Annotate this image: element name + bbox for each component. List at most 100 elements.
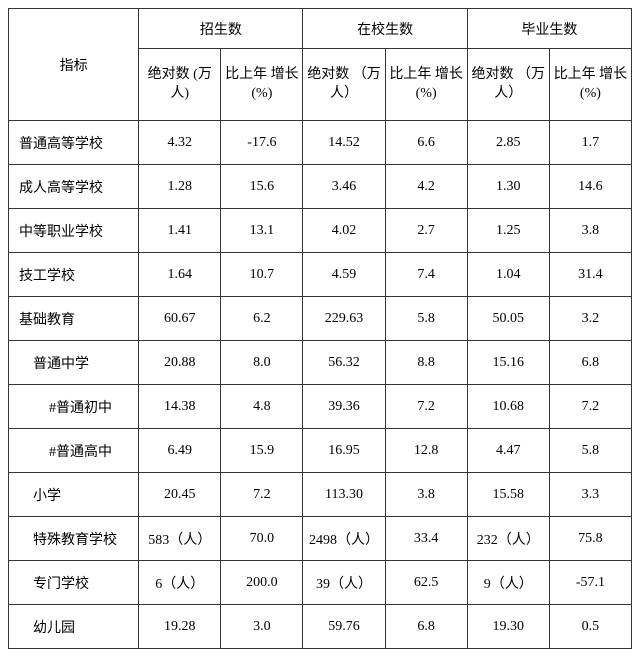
header-sub-abs: 绝对数 (万人)	[139, 49, 221, 121]
cell-value: 4.59	[303, 253, 385, 297]
cell-value: 10.68	[467, 385, 549, 429]
row-label: 中等职业学校	[9, 209, 139, 253]
row-label: #普通高中	[9, 429, 139, 473]
cell-value: 200.0	[221, 561, 303, 605]
cell-value: 59.76	[303, 605, 385, 649]
cell-value: 4.8	[221, 385, 303, 429]
cell-value: -17.6	[221, 121, 303, 165]
cell-value: 3.2	[549, 297, 631, 341]
cell-value: 1.41	[139, 209, 221, 253]
cell-value: 0.5	[549, 605, 631, 649]
row-label: 幼儿园	[9, 605, 139, 649]
cell-value: 3.8	[549, 209, 631, 253]
cell-value: 13.1	[221, 209, 303, 253]
cell-value: 1.64	[139, 253, 221, 297]
table-row: #普通初中14.384.839.367.210.687.2	[9, 385, 632, 429]
cell-value: 7.2	[385, 385, 467, 429]
cell-value: 2.7	[385, 209, 467, 253]
cell-value: 70.0	[221, 517, 303, 561]
header-group-graduates: 毕业生数	[467, 9, 631, 49]
cell-value: 10.7	[221, 253, 303, 297]
cell-value: 12.8	[385, 429, 467, 473]
cell-value: 62.5	[385, 561, 467, 605]
table-row: 基础教育60.676.2229.635.850.053.2	[9, 297, 632, 341]
cell-value: -57.1	[549, 561, 631, 605]
header-sub-abs: 绝对数 （万人）	[303, 49, 385, 121]
cell-value: 33.4	[385, 517, 467, 561]
table-row: 技工学校1.6410.74.597.41.0431.4	[9, 253, 632, 297]
header-sub-abs: 绝对数 （万人）	[467, 49, 549, 121]
table-row: #普通高中6.4915.916.9512.84.475.8	[9, 429, 632, 473]
cell-value: 14.6	[549, 165, 631, 209]
cell-value: 4.2	[385, 165, 467, 209]
cell-value: 1.28	[139, 165, 221, 209]
row-label: 小学	[9, 473, 139, 517]
header-sub-growth: 比上年 增长(%)	[385, 49, 467, 121]
cell-value: 56.32	[303, 341, 385, 385]
row-label: 普通中学	[9, 341, 139, 385]
cell-value: 232（人）	[467, 517, 549, 561]
cell-value: 15.6	[221, 165, 303, 209]
header-sub-growth: 比上年 增长 (%)	[549, 49, 631, 121]
cell-value: 2.85	[467, 121, 549, 165]
row-label: 基础教育	[9, 297, 139, 341]
cell-value: 19.30	[467, 605, 549, 649]
cell-value: 6.6	[385, 121, 467, 165]
row-label: 成人高等学校	[9, 165, 139, 209]
cell-value: 75.8	[549, 517, 631, 561]
table-row: 中等职业学校1.4113.14.022.71.253.8	[9, 209, 632, 253]
cell-value: 229.63	[303, 297, 385, 341]
cell-value: 1.04	[467, 253, 549, 297]
cell-value: 1.7	[549, 121, 631, 165]
cell-value: 20.45	[139, 473, 221, 517]
cell-value: 6.8	[549, 341, 631, 385]
cell-value: 39.36	[303, 385, 385, 429]
cell-value: 14.38	[139, 385, 221, 429]
table-row: 幼儿园19.283.059.766.819.300.5	[9, 605, 632, 649]
cell-value: 4.47	[467, 429, 549, 473]
cell-value: 50.05	[467, 297, 549, 341]
cell-value: 3.3	[549, 473, 631, 517]
cell-value: 6.49	[139, 429, 221, 473]
header-indicator: 指标	[9, 9, 139, 121]
cell-value: 8.8	[385, 341, 467, 385]
cell-value: 6.2	[221, 297, 303, 341]
cell-value: 4.32	[139, 121, 221, 165]
cell-value: 7.2	[221, 473, 303, 517]
cell-value: 19.28	[139, 605, 221, 649]
table-body: 普通高等学校4.32-17.614.526.62.851.7成人高等学校1.28…	[9, 121, 632, 649]
header-group-students: 在校生数	[303, 9, 467, 49]
cell-value: 31.4	[549, 253, 631, 297]
table-row: 普通中学20.888.056.328.815.166.8	[9, 341, 632, 385]
cell-value: 14.52	[303, 121, 385, 165]
cell-value: 39（人）	[303, 561, 385, 605]
row-label: 特殊教育学校	[9, 517, 139, 561]
cell-value: 15.16	[467, 341, 549, 385]
cell-value: 6（人）	[139, 561, 221, 605]
table-row: 普通高等学校4.32-17.614.526.62.851.7	[9, 121, 632, 165]
header-sub-growth: 比上年 增长 (%)	[221, 49, 303, 121]
cell-value: 60.67	[139, 297, 221, 341]
cell-value: 3.0	[221, 605, 303, 649]
table-row: 成人高等学校1.2815.63.464.21.3014.6	[9, 165, 632, 209]
table-row: 专门学校6（人）200.039（人）62.59（人）-57.1	[9, 561, 632, 605]
cell-value: 15.9	[221, 429, 303, 473]
row-label: 专门学校	[9, 561, 139, 605]
cell-value: 3.8	[385, 473, 467, 517]
row-label: 技工学校	[9, 253, 139, 297]
cell-value: 2498（人）	[303, 517, 385, 561]
cell-value: 6.8	[385, 605, 467, 649]
cell-value: 3.46	[303, 165, 385, 209]
education-statistics-table: 指标 招生数 在校生数 毕业生数 绝对数 (万人) 比上年 增长 (%) 绝对数…	[8, 8, 632, 649]
cell-value: 7.4	[385, 253, 467, 297]
cell-value: 113.30	[303, 473, 385, 517]
table-header: 指标 招生数 在校生数 毕业生数 绝对数 (万人) 比上年 增长 (%) 绝对数…	[9, 9, 632, 121]
cell-value: 15.58	[467, 473, 549, 517]
cell-value: 20.88	[139, 341, 221, 385]
cell-value: 7.2	[549, 385, 631, 429]
cell-value: 5.8	[385, 297, 467, 341]
cell-value: 4.02	[303, 209, 385, 253]
cell-value: 5.8	[549, 429, 631, 473]
cell-value: 8.0	[221, 341, 303, 385]
table-row: 特殊教育学校583（人）70.02498（人）33.4232（人）75.8	[9, 517, 632, 561]
